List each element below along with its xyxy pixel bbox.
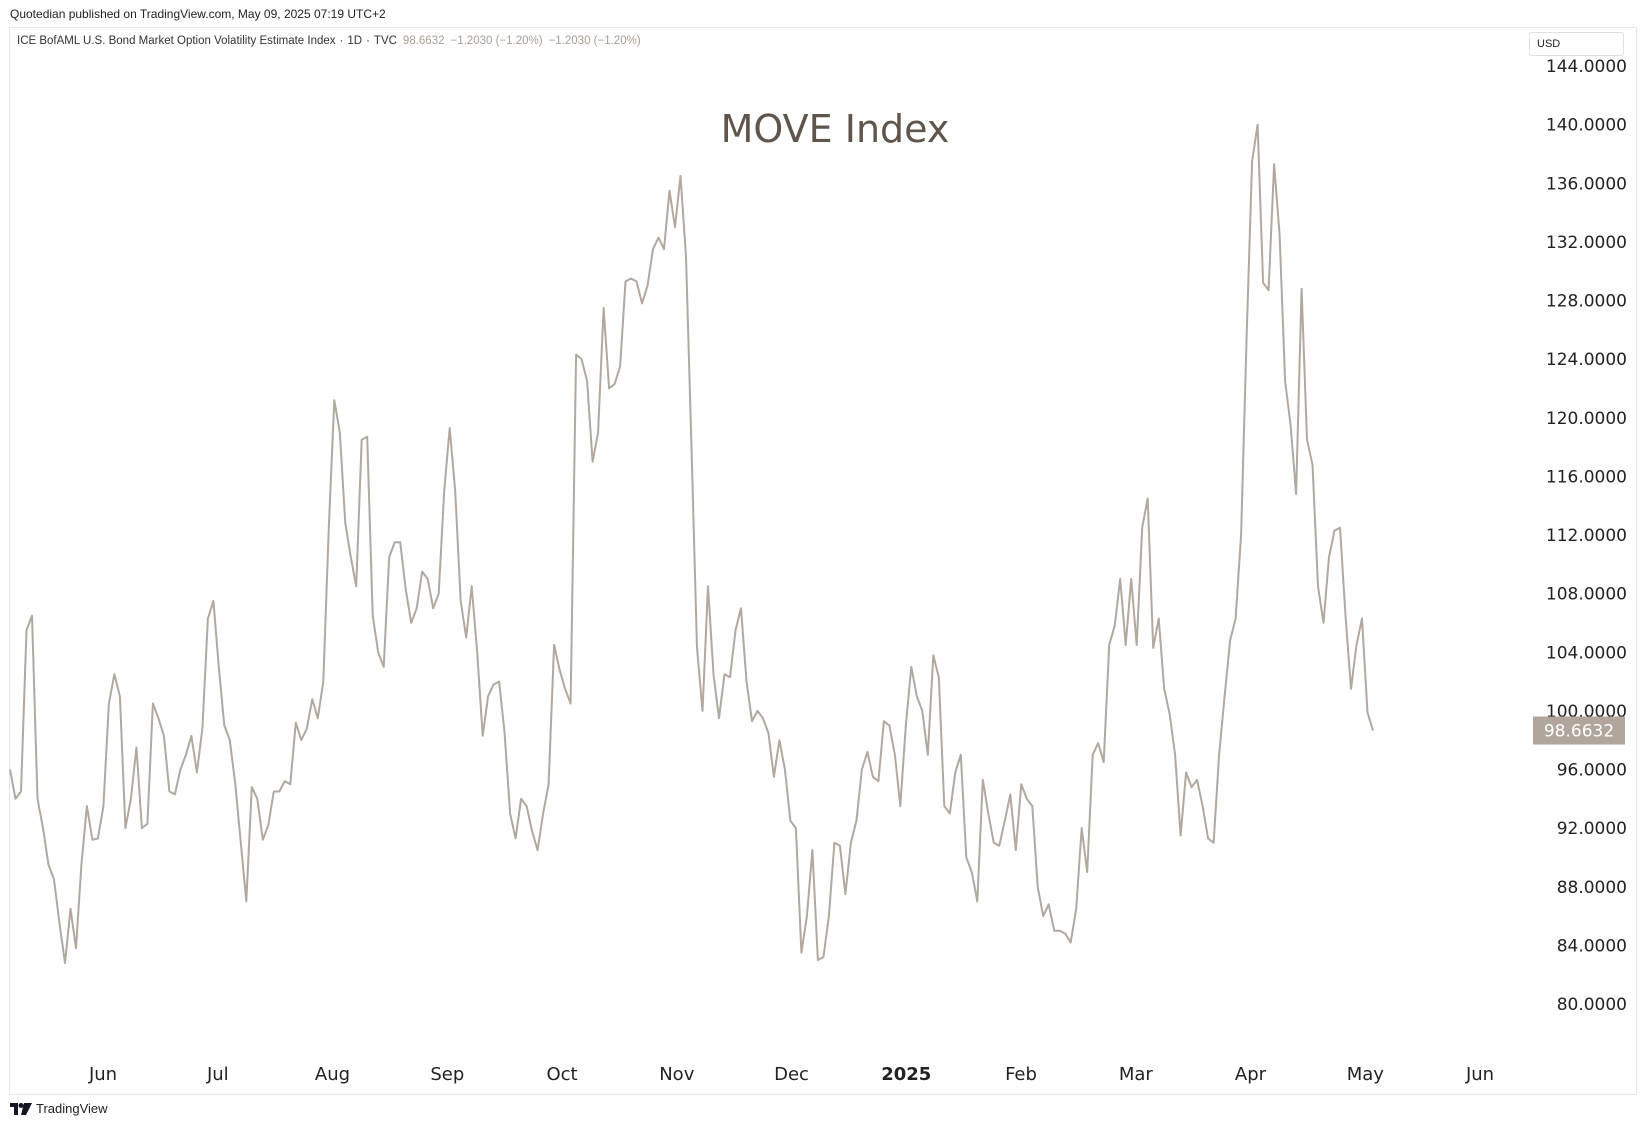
x-tick-label: Sep (430, 1064, 464, 1085)
x-tick-label: Mar (1119, 1064, 1154, 1085)
interval-label[interactable]: 1D (347, 35, 363, 47)
y-tick-label: 132.0000 (1546, 233, 1627, 253)
y-tick-label: 116.0000 (1546, 467, 1627, 487)
y-tick-label: 84.0000 (1557, 936, 1627, 956)
tradingview-brand[interactable]: TradingView (10, 1101, 108, 1116)
y-axis[interactable]: 144.0000 140.0000 136.0000 132.0000 128.0000… (1533, 57, 1627, 1015)
plot-layer (9, 123, 1374, 964)
x-tick-label: 2025 (881, 1064, 931, 1085)
x-tick-label: Oct (546, 1064, 577, 1085)
y-tick-label: 128.0000 (1546, 292, 1627, 312)
brand-label: TradingView (36, 1101, 108, 1116)
y-tick-label: 144.0000 (1546, 57, 1627, 77)
x-tick-label: Feb (1005, 1064, 1037, 1085)
change-value-1: −1.2030 (−1.20%) (450, 35, 543, 47)
tradingview-logo-icon (10, 1102, 32, 1115)
currency-selector[interactable]: USD (1529, 32, 1624, 56)
y-tick-label: 88.0000 (1557, 878, 1627, 898)
header-separator: · (366, 35, 370, 47)
change-value-2: −1.2030 (−1.20%) (548, 35, 641, 47)
x-tick-label: Apr (1235, 1064, 1267, 1085)
last-value-label-bg (1533, 716, 1625, 745)
y-tick-label: 112.0000 (1546, 526, 1627, 546)
y-tick-label: 80.0000 (1557, 995, 1627, 1015)
source-label: TVC (373, 35, 397, 47)
x-tick-label: Jun (1465, 1064, 1494, 1085)
y-tick-label: 124.0000 (1546, 350, 1627, 370)
x-tick-label: May (1347, 1064, 1385, 1085)
last-value-label: 98.6632 (1544, 722, 1614, 742)
publish-line: Quotedian published on TradingView.com, … (10, 7, 386, 21)
last-value-header: 98.6632 (402, 35, 445, 47)
x-tick-label: Dec (774, 1064, 809, 1085)
y-tick-label: 92.0000 (1557, 819, 1627, 839)
x-tick-label: Jul (206, 1064, 229, 1085)
y-tick-label: 104.0000 (1546, 643, 1627, 663)
y-tick-label: 140.0000 (1546, 116, 1627, 136)
header-separator: · (339, 35, 344, 47)
y-tick-label: 108.0000 (1546, 585, 1627, 605)
y-tick-label: 120.0000 (1546, 409, 1627, 429)
y-tick-label: 136.0000 (1546, 174, 1627, 194)
symbol-header: ICE BofAML U.S. Bond Market Option Volat… (17, 35, 641, 47)
x-tick-label: Aug (315, 1064, 350, 1085)
x-tick-label: Jun (88, 1064, 117, 1085)
chart-title: MOVE Index (721, 107, 950, 151)
series-line[interactable] (9, 123, 1374, 964)
x-tick-label: Nov (659, 1064, 694, 1085)
chart-frame (9, 27, 1637, 1095)
x-axis[interactable]: Jun Jul Aug Sep Oct Nov Dec 2025 Feb Mar Apr May Jun (88, 1064, 1494, 1085)
symbol-name[interactable]: ICE BofAML U.S. Bond Market Option Volat… (17, 35, 336, 47)
y-tick-label: 96.0000 (1557, 761, 1627, 781)
